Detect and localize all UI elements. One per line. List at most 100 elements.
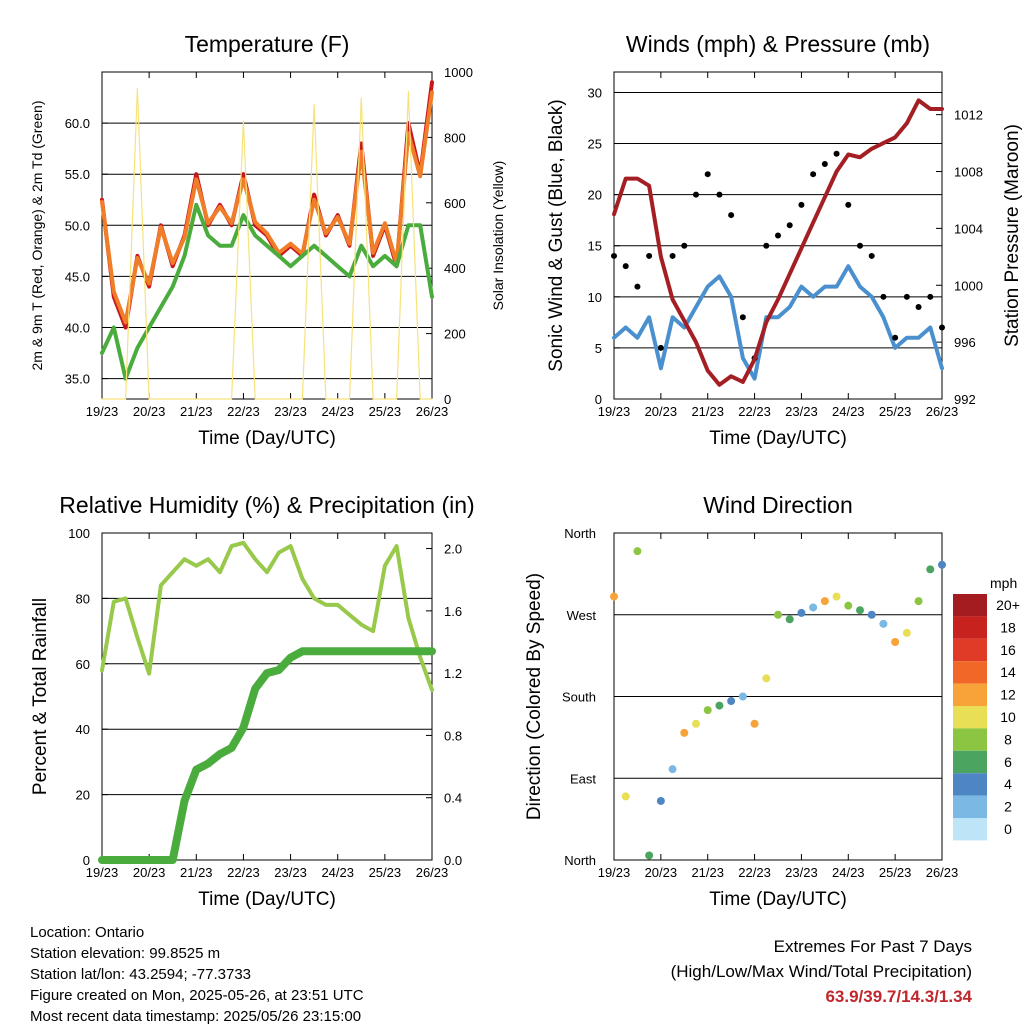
x-tick-label: 25/23 (369, 865, 402, 880)
x-tick-label: 26/23 (926, 865, 959, 880)
gust-point (821, 160, 828, 167)
colorbar-swatch (953, 706, 987, 729)
y-tick-label: East (570, 771, 596, 786)
x-tick-label: 25/23 (369, 404, 402, 419)
gust-point (634, 283, 641, 290)
y-tick-label: 80 (76, 591, 90, 606)
x-tick-label: 21/23 (180, 404, 213, 419)
y2-tick-label: 1.6 (444, 604, 462, 619)
gust-point (857, 242, 863, 249)
x-tick-label: 26/23 (416, 865, 449, 880)
colorbar-label: 2 (1004, 799, 1012, 815)
x-tick-label: 20/23 (645, 404, 678, 419)
y2-tick-label: 0.0 (444, 853, 462, 868)
y-tick-label: West (567, 608, 597, 623)
gust-point (739, 314, 746, 321)
direction-point (680, 728, 689, 737)
y2-tick-label: 992 (954, 392, 976, 407)
gust-point (657, 344, 664, 351)
direction-point (715, 701, 724, 710)
y-tick-label: 20 (588, 188, 602, 203)
panel-2: Winds (mph) & Pressure (mb) 19/23 20/23 21/… (546, 31, 1023, 449)
direction-point (727, 697, 736, 706)
x-axis-label: Time (Day/UTC) (709, 428, 847, 449)
y-tick-label: 20 (76, 788, 90, 803)
direction-point (621, 792, 630, 801)
y-tick-label: North (564, 526, 596, 541)
gust-point (798, 201, 805, 208)
direction-point (820, 597, 829, 606)
y-tick-label: 0 (83, 853, 90, 868)
y-axis-label: 2m & 9m T (Red, Orange) & 2m Td (Green) (29, 101, 45, 371)
gust-point (763, 242, 770, 249)
y-tick-label: 5 (595, 341, 602, 356)
gust-point (810, 171, 817, 178)
x-tick-label: 24/23 (321, 404, 354, 419)
y-tick-label: 30 (588, 85, 602, 100)
colorbar-title: mph (990, 575, 1017, 591)
colorbar-label: 12 (1000, 687, 1016, 703)
direction-point (809, 603, 818, 612)
direction-point (785, 615, 794, 624)
direction-point (914, 597, 923, 606)
y-tick-label: 10 (588, 290, 602, 305)
x-tick-label: 21/23 (691, 865, 724, 880)
x-tick-label: 21/23 (691, 404, 724, 419)
gust-point (833, 150, 840, 157)
x-tick-label: 24/23 (832, 404, 865, 419)
direction-point (610, 592, 618, 601)
colorbar-label: 18 (1000, 619, 1016, 635)
direction-point (902, 628, 911, 637)
y-axis-label: Sonic Wind & Gust (Blue, Black) (546, 99, 567, 371)
gust-point (927, 293, 934, 300)
extremes-values: 63.9/39.7/14.3/1.34 (825, 987, 972, 1006)
y2-tick-label: 0 (444, 392, 451, 407)
series-line (100, 202, 434, 381)
gust-point (728, 212, 735, 219)
y-tick-label: South (562, 690, 596, 705)
colorbar-label: 8 (1004, 731, 1012, 747)
y-tick-label: 40 (76, 722, 90, 737)
y2-tick-label: 200 (444, 327, 466, 342)
colorbar-swatch (953, 683, 987, 706)
gust-point (786, 222, 793, 229)
y2-tick-label: 1008 (954, 165, 983, 180)
series-line (98, 647, 436, 864)
y2-tick-label: 600 (444, 196, 466, 211)
extremes-title: Extremes For Past 7 Days (773, 937, 972, 956)
colorbar-swatch (953, 795, 987, 818)
y2-axis-label: Solar Insolation (Yellow) (490, 161, 506, 311)
x-tick-label: 19/23 (86, 404, 119, 419)
x-tick-label: 19/23 (598, 404, 631, 419)
direction-point (750, 719, 759, 728)
x-tick-label: 20/23 (133, 404, 166, 419)
x-tick-label: 23/23 (274, 865, 307, 880)
y2-tick-label: 800 (444, 130, 466, 145)
station-info: Location: Ontario Station elevation: 99.… (30, 922, 364, 1027)
gust-point (669, 252, 676, 259)
y-axis-label: Direction (Colored By Speed) (524, 573, 545, 820)
series-line (612, 98, 944, 387)
y-tick-label: 60.0 (65, 116, 90, 131)
x-tick-label: 24/23 (832, 865, 865, 880)
x-tick-label: 22/23 (227, 865, 260, 880)
y-tick-label: 55.0 (65, 167, 90, 182)
series-line (612, 264, 944, 381)
colorbar-label: 4 (1004, 776, 1012, 792)
recent-text: Most recent data timestamp: 2025/05/26 2… (30, 1008, 362, 1025)
colorbar-swatch (953, 638, 987, 662)
y2-tick-label: 1.2 (444, 666, 462, 681)
colorbar-label: 0 (1004, 821, 1012, 837)
panel-4: Wind Direction 19/23 20/23 21/23 22/23 23/23 2… (524, 492, 1020, 910)
y2-tick-label: 1012 (954, 108, 983, 123)
colorbar-label: 20+ (996, 597, 1020, 613)
direction-point (844, 601, 853, 610)
direction-point (856, 606, 864, 615)
chart-title: Winds (mph) & Pressure (mb) (626, 31, 930, 57)
gust-point (903, 293, 910, 300)
y-tick-label: North (564, 853, 596, 868)
gust-point (611, 252, 617, 259)
y-tick-label: 45.0 (65, 269, 90, 284)
chart-title: Wind Direction (703, 492, 853, 518)
y2-tick-label: 0.4 (444, 791, 462, 806)
